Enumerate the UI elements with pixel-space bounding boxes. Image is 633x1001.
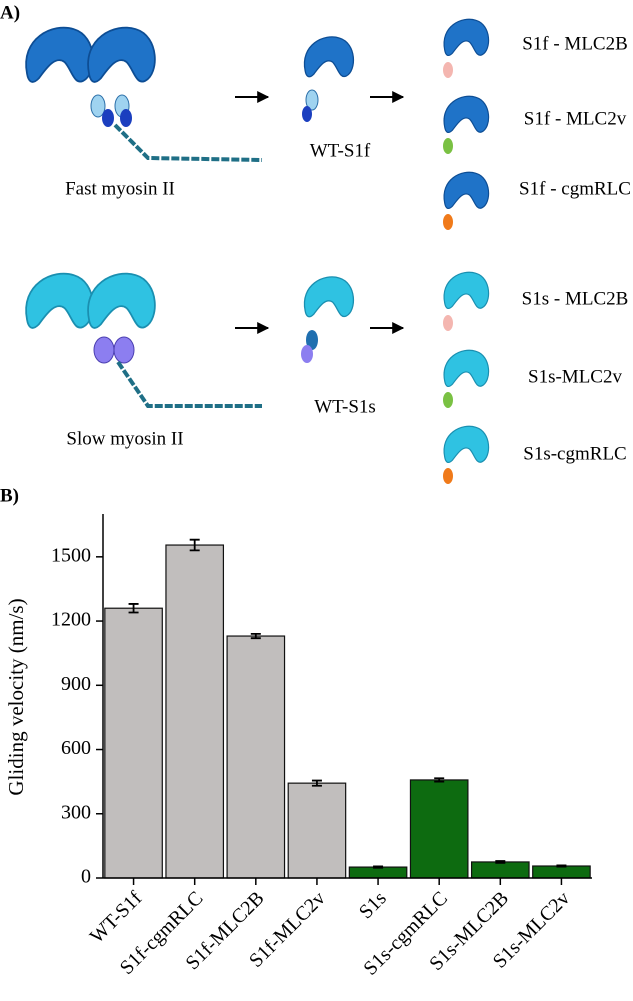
bar bbox=[348, 866, 408, 879]
panel-a: A) Fast myosin II WT-S1f S1f - MLC2B S1f… bbox=[0, 2, 631, 484]
y-tick-label: 0 bbox=[81, 866, 91, 888]
bar bbox=[470, 861, 530, 879]
error-bar bbox=[250, 633, 261, 640]
variant-name: S1s-MLC2v bbox=[528, 366, 622, 387]
x-tick-label: S1s bbox=[355, 887, 391, 923]
y-tick-label: 600 bbox=[61, 737, 91, 759]
y-tick-label: 300 bbox=[61, 801, 91, 823]
bar bbox=[104, 607, 163, 879]
variant-name: S1s-cgmRLC bbox=[523, 443, 626, 464]
error-bar bbox=[311, 779, 322, 787]
panel-label: B) bbox=[0, 485, 19, 506]
error-bar bbox=[434, 777, 445, 783]
error-bar bbox=[189, 538, 200, 552]
error-bar bbox=[495, 860, 506, 864]
error-bar bbox=[556, 864, 567, 868]
bar bbox=[165, 544, 225, 879]
s1-name: WT-S1f bbox=[310, 140, 371, 161]
y-axis-title: Gliding velocity (nm/s) bbox=[4, 598, 28, 795]
bar bbox=[409, 779, 469, 879]
variant-name: S1f - cgmRLC bbox=[519, 178, 631, 199]
error-bar bbox=[373, 865, 384, 869]
y-tick-label: 900 bbox=[61, 673, 91, 695]
molecule-name: Slow myosin II bbox=[66, 428, 183, 449]
bar bbox=[226, 635, 286, 879]
bar bbox=[532, 865, 591, 879]
panel-label: A) bbox=[0, 2, 20, 23]
y-tick-label: 1200 bbox=[51, 609, 91, 631]
molecule-name: Fast myosin II bbox=[65, 178, 175, 199]
error-bar bbox=[128, 603, 139, 614]
y-tick-label: 1500 bbox=[51, 544, 91, 566]
variant-name: S1f - MLC2v bbox=[524, 108, 627, 129]
s1-name: WT-S1s bbox=[314, 396, 376, 417]
panel-b: B) Gliding velocity (nm/s) 0 300 600 900 120… bbox=[0, 485, 592, 980]
variant-name: S1s - MLC2B bbox=[522, 288, 629, 309]
variant-name: S1f - MLC2B bbox=[522, 33, 628, 54]
x-tick-label: WT-S1f bbox=[86, 887, 147, 948]
bar bbox=[287, 782, 347, 879]
